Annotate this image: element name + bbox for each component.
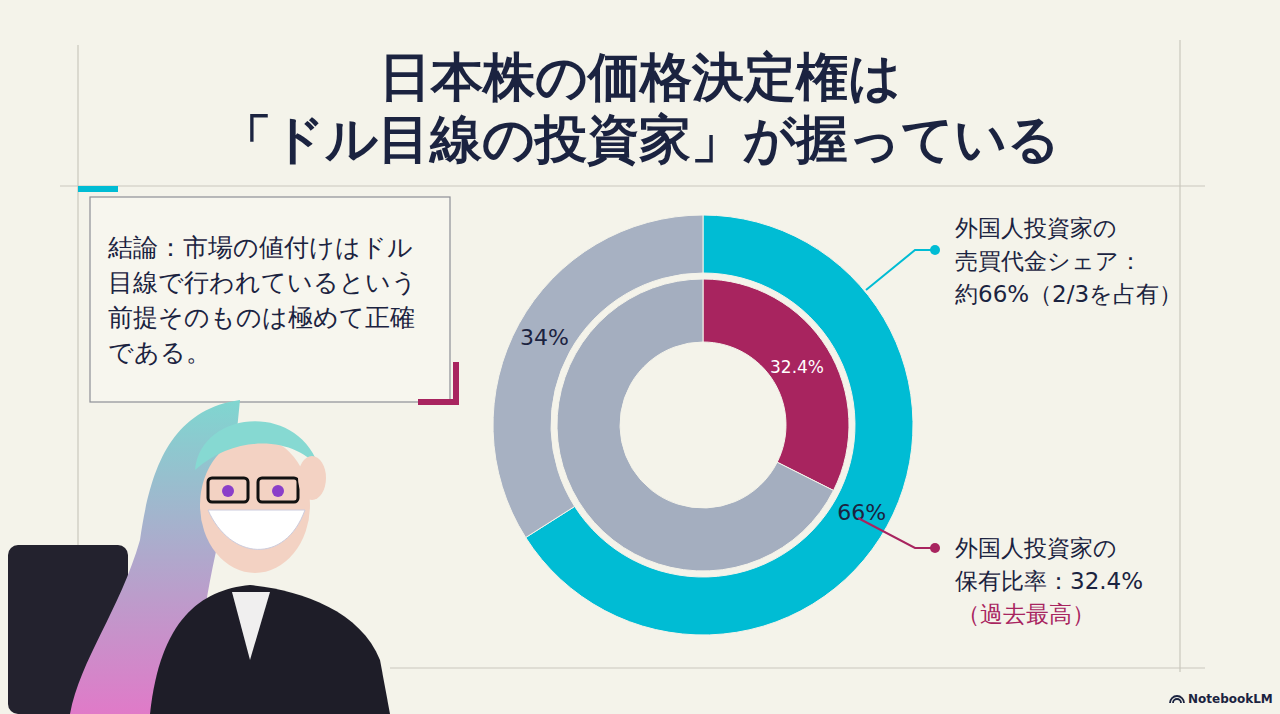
conclusion-text: 目線で行われているという xyxy=(108,268,417,297)
slice xyxy=(557,279,834,571)
face xyxy=(200,437,310,573)
mask xyxy=(208,510,305,549)
brand: NotebookLM xyxy=(1170,692,1273,706)
suit xyxy=(150,585,390,714)
brand-text: NotebookLM xyxy=(1188,692,1273,706)
bangs xyxy=(195,421,320,470)
title: 日本株の価格決定権は xyxy=(379,47,901,107)
shirt xyxy=(232,592,270,660)
title: 「ドル目線の投資家」が握っている xyxy=(220,109,1060,169)
annotation: （過去最高） xyxy=(957,601,1095,627)
brand-icon xyxy=(1170,696,1184,703)
annotation: 外国人投資家の xyxy=(955,215,1117,241)
donut xyxy=(493,215,913,635)
conclusion-box xyxy=(90,197,450,402)
background xyxy=(0,0,1280,714)
leader-line xyxy=(866,250,935,290)
accent xyxy=(418,362,456,402)
conclusion-text: 前提そのものは極めて正確 xyxy=(108,303,415,332)
glasses xyxy=(258,478,298,502)
leader-dot xyxy=(930,245,940,255)
annotation: 保有比率：32.4% xyxy=(955,568,1143,594)
accent xyxy=(78,186,118,192)
frame-line xyxy=(390,667,1205,668)
annotation: 約66%（2/3を占有） xyxy=(955,281,1182,307)
hand xyxy=(298,456,326,500)
annotation: 外国人投資家の xyxy=(955,535,1117,561)
slice xyxy=(703,279,849,490)
glasses xyxy=(208,478,248,502)
character xyxy=(8,400,390,714)
eye xyxy=(272,485,284,497)
data-label: 32.4% xyxy=(770,357,824,377)
annotation: 売買代金シェア： xyxy=(955,248,1142,274)
conclusion-text: である。 xyxy=(108,338,211,367)
frame-line xyxy=(1179,40,1180,672)
leader-line xyxy=(858,518,935,548)
data-label: 34% xyxy=(520,325,569,350)
leader-dot xyxy=(930,543,940,553)
eye xyxy=(222,485,234,497)
frame-line xyxy=(60,185,1205,186)
conclusion-text: 結論：市場の値付けはドル xyxy=(107,233,413,262)
